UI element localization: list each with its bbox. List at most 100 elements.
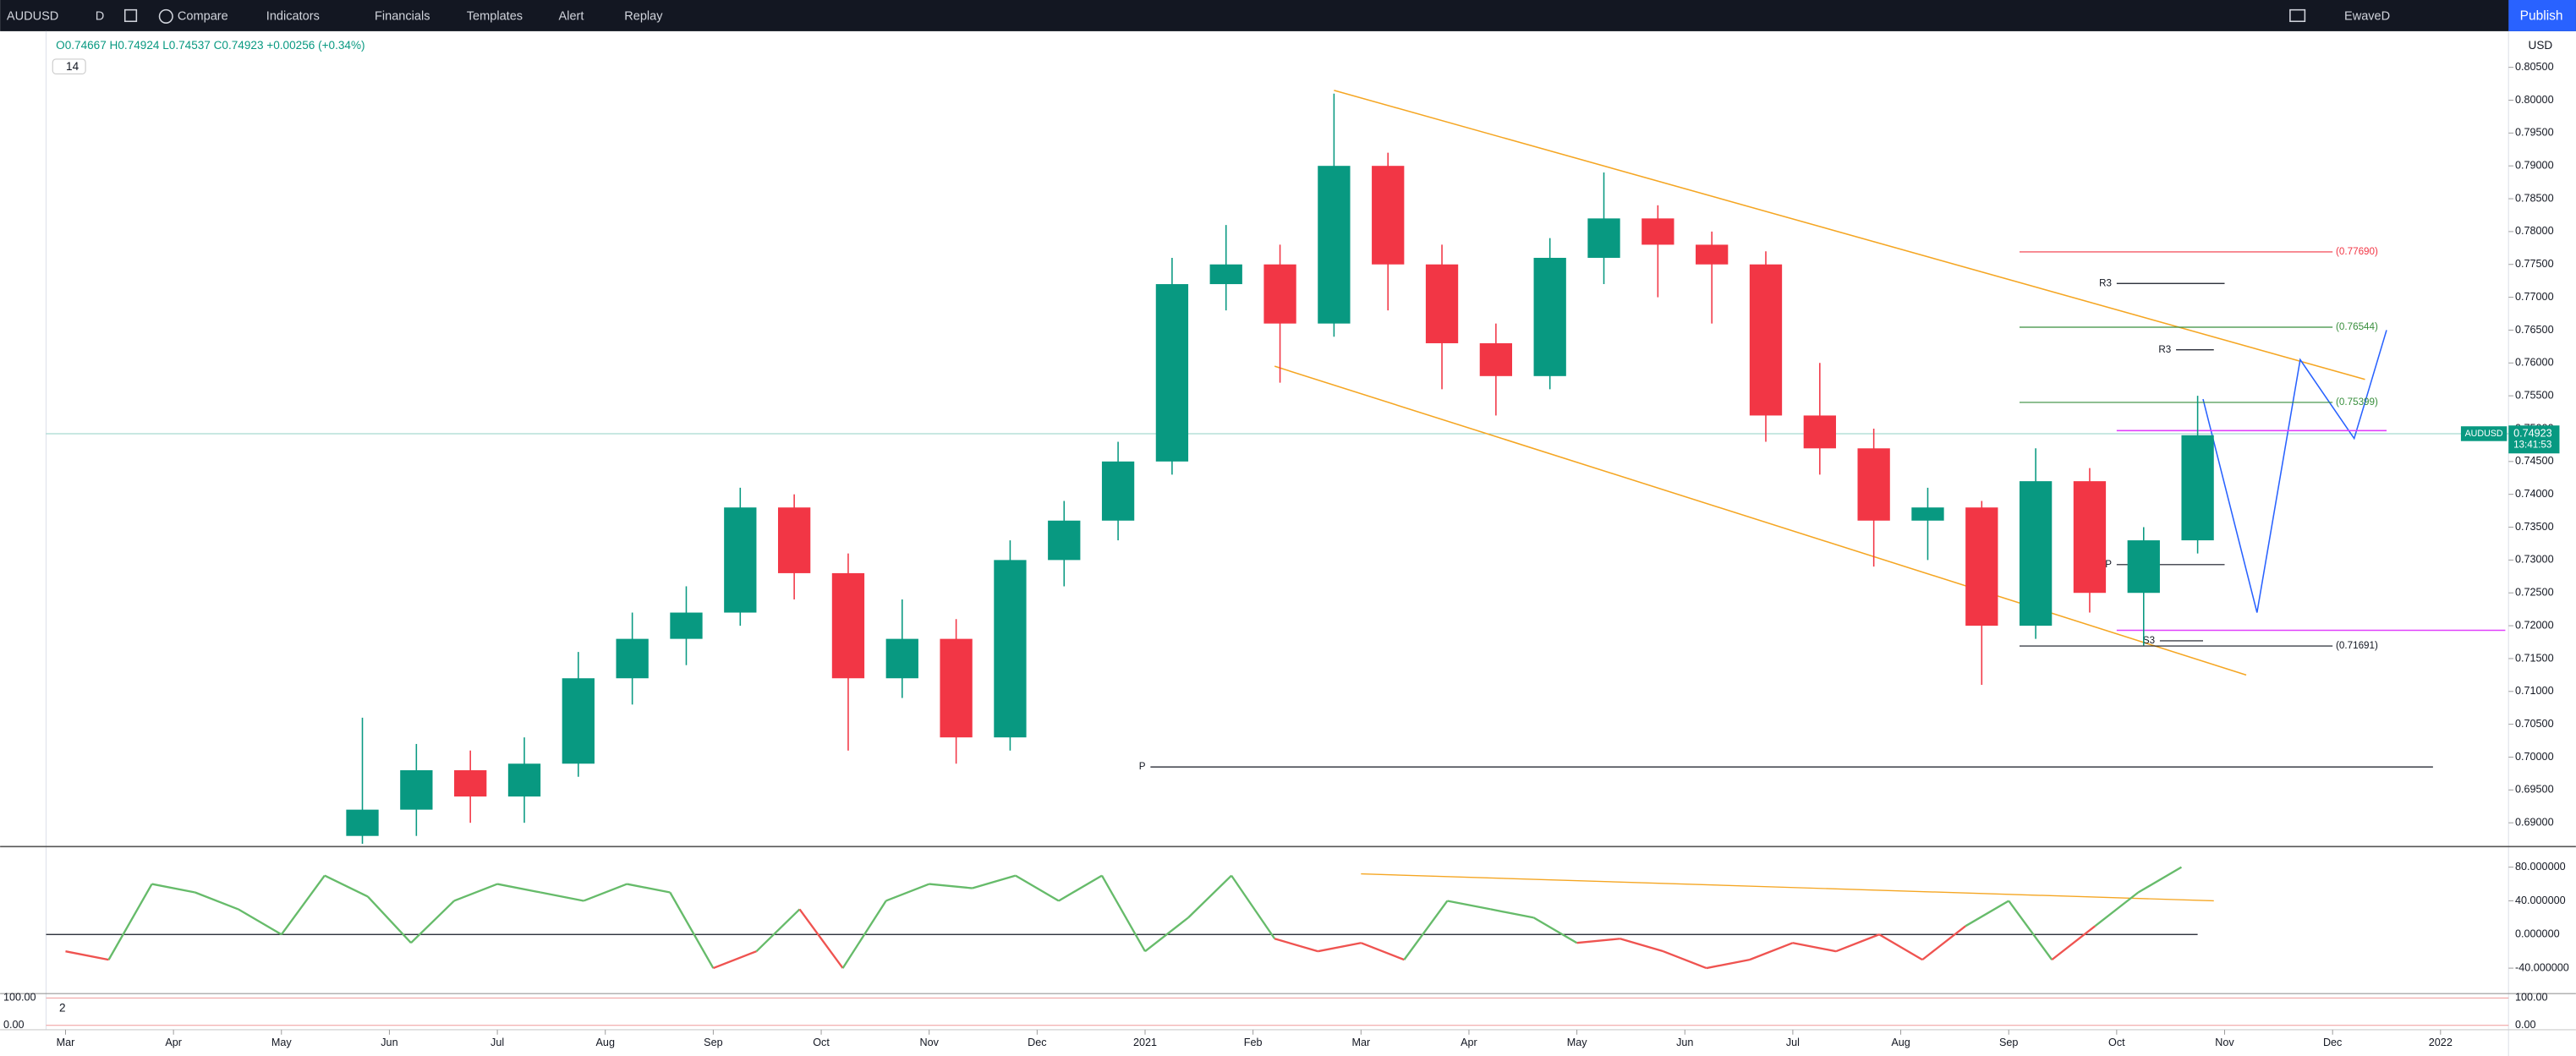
alert[interactable]: Alert bbox=[559, 9, 584, 23]
y-tick-label: 0.72000 bbox=[2515, 619, 2554, 631]
templates[interactable]: Templates bbox=[467, 9, 523, 23]
oscillator-segment bbox=[238, 908, 282, 936]
y-tick-label: 0.70500 bbox=[2515, 718, 2554, 730]
oscillator-segment bbox=[540, 891, 584, 902]
compare-icon[interactable] bbox=[158, 8, 173, 24]
y-tick-label: 0.79500 bbox=[2515, 127, 2554, 139]
oscillator-segment bbox=[280, 874, 326, 935]
pane-label: 2 bbox=[59, 1001, 66, 1014]
oscillator-segment bbox=[1187, 874, 1232, 919]
publish[interactable]: Publish bbox=[2520, 9, 2563, 24]
financials[interactable]: Financials bbox=[375, 9, 430, 23]
replay[interactable]: Replay bbox=[624, 9, 663, 23]
oscillator-segment bbox=[1620, 938, 1664, 953]
candle-body bbox=[940, 638, 973, 738]
oscillator-segment bbox=[1447, 900, 1491, 911]
oscillator-segment bbox=[107, 883, 153, 960]
candle-body bbox=[1911, 507, 1944, 521]
candle-body bbox=[346, 809, 379, 836]
candle-body bbox=[1101, 461, 1135, 521]
pivot-label: S3 bbox=[2143, 635, 2155, 646]
pivot-label: P bbox=[1139, 761, 1146, 772]
oscillator-segment bbox=[1318, 942, 1362, 953]
candle-body bbox=[2019, 481, 2053, 626]
y-tick-label: 0.80500 bbox=[2515, 61, 2554, 73]
candle-body bbox=[1155, 284, 1189, 462]
symbol[interactable]: AUDUSD bbox=[7, 9, 58, 23]
oscillator-segment bbox=[1749, 942, 1794, 961]
oscillator-segment bbox=[1490, 908, 1534, 919]
oscillator-segment bbox=[453, 883, 498, 902]
y-tick-label: 0.77500 bbox=[2515, 258, 2554, 270]
indicator-chip-box[interactable] bbox=[52, 58, 86, 74]
candle-body bbox=[507, 763, 541, 797]
oscillator-segment bbox=[1965, 900, 2009, 927]
y-tick-label: 0.80000 bbox=[2515, 94, 2554, 106]
y-tick-label: 0.72500 bbox=[2515, 587, 2554, 599]
y-tick-label: 80.000000 bbox=[2515, 861, 2566, 873]
candle-body bbox=[1749, 264, 1783, 416]
y-tick-label: 0.73500 bbox=[2515, 521, 2554, 533]
trendline bbox=[1334, 90, 2365, 380]
level-label: (0.76544) bbox=[2336, 321, 2378, 332]
candle-body bbox=[454, 770, 487, 797]
oscillator-segment bbox=[1878, 933, 1923, 961]
x-tick-label: May bbox=[1567, 1037, 1588, 1048]
candle-body bbox=[1048, 520, 1081, 561]
candle-body bbox=[724, 507, 757, 613]
y-tick-label: 0.70000 bbox=[2515, 751, 2554, 763]
candle-body bbox=[616, 638, 649, 679]
oscillator-segment bbox=[1576, 938, 1620, 944]
y-tick-label: 0.74000 bbox=[2515, 488, 2554, 500]
y-tick-label: 100.00 bbox=[3, 992, 36, 1004]
compare[interactable]: Compare bbox=[178, 9, 228, 23]
oscillator-segment bbox=[798, 908, 844, 969]
oscillator-segment bbox=[885, 883, 930, 902]
y-tick-label: 0.69500 bbox=[2515, 784, 2554, 796]
price-tag bbox=[2508, 425, 2560, 454]
oscillator-segment bbox=[1663, 950, 1707, 970]
y-tick-label: 0.73000 bbox=[2515, 554, 2554, 566]
y-tick-label: 0.69000 bbox=[2515, 816, 2554, 828]
oscillator-segment bbox=[1100, 875, 1147, 952]
candle-body bbox=[1425, 264, 1459, 343]
oscillator-segment bbox=[2051, 925, 2096, 961]
oscillator-segment bbox=[712, 950, 757, 970]
currency[interactable]: USD bbox=[2529, 39, 2553, 52]
oscillator-segment bbox=[669, 891, 715, 969]
y-tick-label: 0.00 bbox=[2515, 1019, 2536, 1031]
oscillator-segment bbox=[583, 883, 628, 902]
x-tick-label: Dec bbox=[1028, 1037, 1046, 1048]
candle-body bbox=[1318, 166, 1351, 324]
indicators[interactable]: Indicators bbox=[266, 9, 320, 23]
oscillator-segment bbox=[627, 883, 671, 894]
oscillator-segment bbox=[367, 895, 412, 944]
x-tick-label: Apr bbox=[165, 1037, 182, 1048]
x-tick-label: Nov bbox=[2215, 1037, 2234, 1048]
oscillator-segment bbox=[2008, 900, 2053, 960]
chart-style-icon[interactable] bbox=[123, 8, 138, 23]
x-tick-label: Aug bbox=[596, 1037, 615, 1048]
x-tick-label: Dec bbox=[2323, 1037, 2342, 1048]
symbol-tag-label: AUDUSD bbox=[2465, 429, 2503, 439]
oscillator-segment bbox=[65, 950, 109, 961]
indicator-chip[interactable]: 14 bbox=[66, 60, 79, 73]
x-tick-label: Aug bbox=[1891, 1037, 1910, 1048]
x-tick-label: Oct bbox=[813, 1037, 830, 1048]
candle-body bbox=[2181, 435, 2214, 541]
oscillator-segment bbox=[195, 891, 239, 911]
publish-button[interactable] bbox=[2508, 0, 2576, 31]
oscillator-segment bbox=[972, 874, 1017, 889]
candle-body bbox=[2127, 540, 2160, 594]
layout-icon[interactable] bbox=[2289, 8, 2306, 23]
candle-body bbox=[1587, 218, 1620, 258]
candle-body bbox=[2073, 481, 2107, 594]
trendline bbox=[2202, 330, 2387, 613]
candle-body bbox=[1965, 507, 1998, 626]
price-tag-label: 0.74923 bbox=[2513, 427, 2552, 439]
level-label: (0.75399) bbox=[2336, 397, 2378, 408]
oscillator-segment bbox=[1792, 942, 1837, 953]
layout-name[interactable]: EwaveD bbox=[2344, 9, 2390, 23]
interval[interactable]: D bbox=[96, 9, 105, 23]
oscillator-segment bbox=[1706, 958, 1751, 970]
